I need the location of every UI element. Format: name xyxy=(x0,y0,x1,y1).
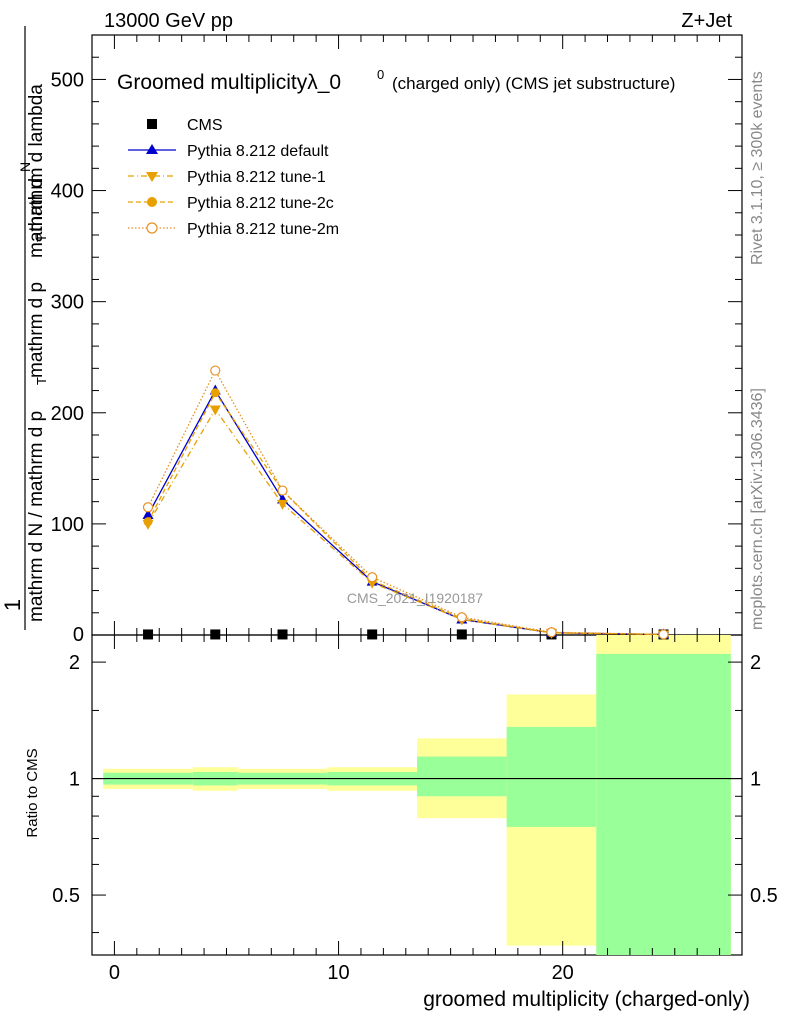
tune2m-point-3 xyxy=(367,572,378,583)
ratio-ytick-label-right: 2 xyxy=(750,652,761,674)
tune2m-point-4 xyxy=(456,612,467,623)
tune2m-point-1 xyxy=(210,365,221,376)
legend-cms-marker xyxy=(147,119,157,129)
title-superscript: 0 xyxy=(377,67,384,82)
ylabel-lambda: mathrm d lambda xyxy=(26,84,47,232)
tune2m-point-0 xyxy=(142,502,154,513)
ratio-ytick-label-right: 0.5 xyxy=(750,885,778,907)
series-layer xyxy=(142,365,670,641)
main-ytick-label: 500 xyxy=(51,69,84,91)
tune2c-point-1 xyxy=(210,388,220,398)
default-point-0 xyxy=(142,509,154,519)
ratio-green-band-6 xyxy=(596,653,731,955)
ylabel-mid: mathrm d p xyxy=(26,282,47,378)
tune1-point-2 xyxy=(277,499,289,510)
legend-tune1: Pythia 8.212 tune-1 xyxy=(128,169,326,186)
mcplots-label: mcplots.cern.ch [arXiv:1306.3436] xyxy=(749,388,766,630)
ratio-green-band-4 xyxy=(417,756,507,797)
ylabel-sub-t2: T xyxy=(34,234,49,242)
main-axes: 100 200 300 400 500 0 xyxy=(51,35,742,646)
legend-default-label: Pythia 8.212 default xyxy=(187,143,329,160)
legend-tune2c: Pythia 8.212 tune-2c xyxy=(128,195,334,212)
ratio-ytick-label-right: 1 xyxy=(750,769,761,791)
main-ytick-label: 300 xyxy=(51,292,84,314)
tune1-point-1 xyxy=(209,405,221,416)
ylabel-sub-t1: T xyxy=(34,377,49,385)
cms-point-3 xyxy=(367,629,378,640)
legend-cms: CMS xyxy=(147,117,223,134)
legend-default-marker xyxy=(146,144,158,154)
plot-title: Groomed multiplicityλ_0 0 (charged only)… xyxy=(117,67,675,94)
tune2m-point-5 xyxy=(546,627,557,638)
title-suffix: (charged only) (CMS jet substructure) xyxy=(392,74,675,93)
legend-default: Pythia 8.212 default xyxy=(128,143,329,160)
tune2m-point-2 xyxy=(277,485,288,496)
legend-tune2c-marker xyxy=(147,197,157,207)
analysis-watermark: CMS_2021_I1920187 xyxy=(347,590,483,606)
legend-cms-label: CMS xyxy=(187,117,223,134)
ratio-ylabel: Ratio to CMS xyxy=(24,748,41,837)
tune2m-point-6 xyxy=(658,629,669,640)
ratio-bands xyxy=(92,635,742,955)
main-ytick-label: 200 xyxy=(51,403,84,425)
legend-tune2m-marker xyxy=(146,222,158,234)
ratio-green-band-5 xyxy=(506,726,597,827)
ratio-axes: 0.5 0.51 12 20 10 20 xyxy=(52,635,778,984)
ratio-ytick-label-left: 0.5 xyxy=(52,885,80,907)
legend-tune1-marker xyxy=(146,172,158,182)
title-main: Groomed multiplicityλ_0 xyxy=(117,71,341,94)
main-ylabel: 1 mathrm d N / mathrm d p T mathrm d p T… xyxy=(0,26,49,630)
energy-label: 13000 GeV pp xyxy=(104,10,233,32)
process-label: Z+Jet xyxy=(681,10,732,32)
ratio-ytick-label-left: 1 xyxy=(69,769,80,791)
legend-tune2m-label: Pythia 8.212 tune-2m xyxy=(187,221,339,238)
tune2c-point-0 xyxy=(143,517,153,527)
ratio-xtick-label: 20 xyxy=(552,962,574,984)
legend: CMS Pythia 8.212 default Pythia 8.212 tu… xyxy=(128,117,339,238)
ratio-plot-frame xyxy=(91,634,743,956)
ratio-ytick-label-left: 2 xyxy=(69,652,80,674)
ratio-xtick-label: 0 xyxy=(109,962,120,984)
main-ytick-label-zero: 0 xyxy=(73,624,84,646)
main-ytick-label: 100 xyxy=(51,514,84,536)
ylabel-denominator: mathrm d N / mathrm d p xyxy=(26,411,47,622)
legend-tune2c-label: Pythia 8.212 tune-2c xyxy=(187,195,334,212)
legend-tune1-label: Pythia 8.212 tune-1 xyxy=(187,169,326,186)
main-ytick-label: 400 xyxy=(51,181,84,203)
ratio-xlabel: groomed multiplicity (charged-only) xyxy=(423,988,750,1011)
ylabel-one: 1 xyxy=(0,599,25,611)
cms-point-1 xyxy=(210,629,221,640)
ylabel-numerator-top: mathrm d xyxy=(26,178,47,258)
cms-point-0 xyxy=(143,629,154,640)
rivet-label: Rivet 3.1.10, ≥ 300k events xyxy=(749,71,766,265)
ratio-xtick-label: 10 xyxy=(327,962,349,984)
cms-point-4 xyxy=(456,629,467,640)
legend-tune2m: Pythia 8.212 tune-2m xyxy=(128,221,339,238)
ylabel-numerator-n: N xyxy=(17,162,33,172)
cms-point-2 xyxy=(277,629,288,640)
